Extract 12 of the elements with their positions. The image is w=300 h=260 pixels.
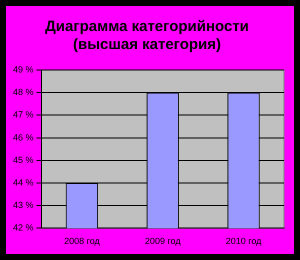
y-tick-label: 49 % <box>13 64 34 74</box>
y-tick-label: 48 % <box>13 87 34 98</box>
y-tick-label: 42 % <box>13 222 34 233</box>
y-tick-label: 46 % <box>13 132 34 142</box>
y-tick-label: 47 % <box>13 110 34 120</box>
y-tick-label: 45 % <box>13 154 34 165</box>
chart-title: Диаграмма категорийности (высшая категория) <box>45 18 249 54</box>
y-tick-label: 44 % <box>13 177 34 188</box>
x-tick-label: 2008 год <box>64 236 101 246</box>
x-tick-label: 2009 год <box>144 236 182 246</box>
y-tick-label: 43 % <box>13 200 34 210</box>
x-tick-label: 2010 год <box>226 236 262 246</box>
